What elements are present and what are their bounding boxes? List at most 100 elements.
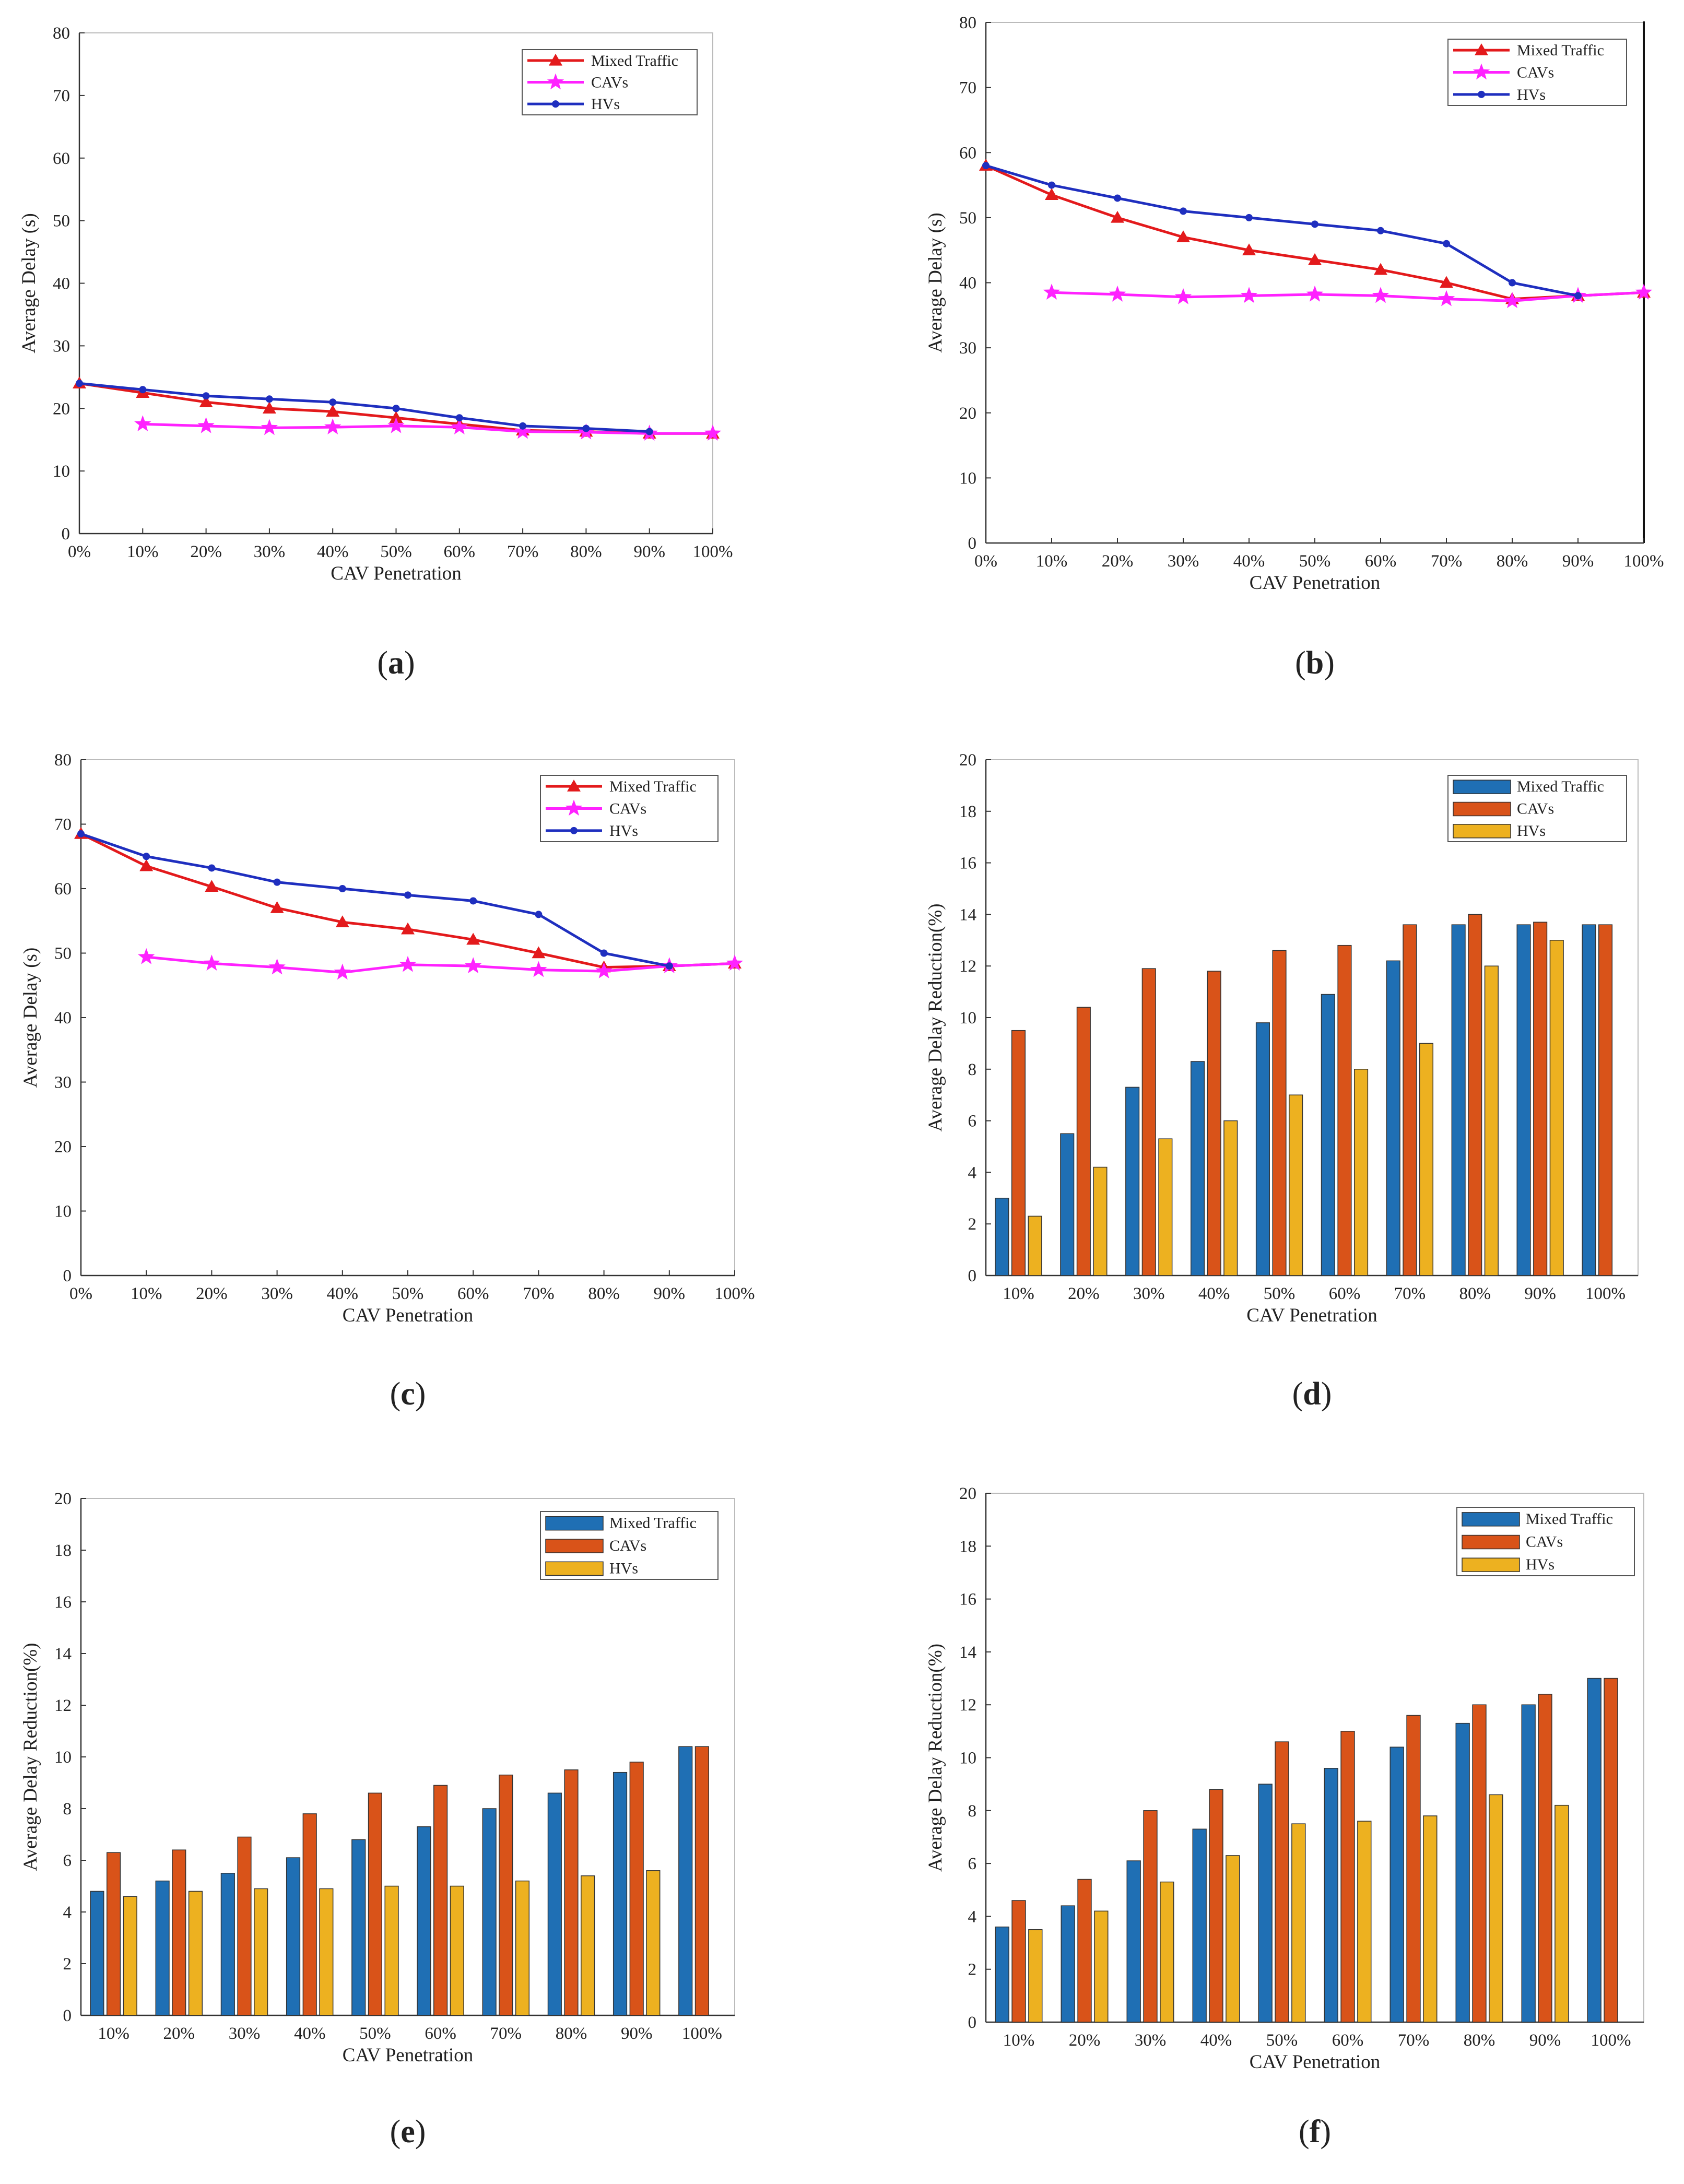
bar-cavs <box>1340 1731 1355 2023</box>
x-tick-label: 30% <box>1133 1284 1165 1303</box>
y-tick-label: 18 <box>54 1541 72 1560</box>
y-tick-label: 4 <box>968 1907 977 1926</box>
legend-swatch-hvs <box>1453 824 1511 839</box>
bar-hvs <box>1354 1069 1369 1276</box>
x-tick-label: 30% <box>229 2024 261 2043</box>
y-axis-label: Average Delay (s) <box>20 948 41 1088</box>
bar-cavs <box>629 1762 644 2016</box>
legend-label-cavs: CAVs <box>1517 64 1554 81</box>
legend-marker-cavs <box>565 799 583 816</box>
x-tick-label: 90% <box>1524 1284 1556 1303</box>
x-tick-label: 90% <box>1529 2031 1561 2050</box>
point-hvs <box>329 398 337 406</box>
y-tick-label: 8 <box>968 1060 977 1079</box>
x-tick-label: 60% <box>425 2024 456 2043</box>
x-axis-label: CAV Penetration <box>343 2045 473 2066</box>
x-tick-label: 20% <box>163 2024 195 2043</box>
bar-cavs <box>1538 1694 1552 2023</box>
legend-swatch-mixed-traffic <box>1453 780 1511 794</box>
y-tick-label: 2 <box>968 1215 977 1234</box>
chart-e: 0 2 4 6 8 10 12 14 16 18 20 10% 20% 30% 40% 50% 60% 70% 80… <box>20 1490 735 2150</box>
x-tick-label: 60% <box>1365 552 1397 571</box>
panel-label: (b) <box>1295 645 1335 681</box>
point-mixed-traffic <box>532 946 546 959</box>
x-tick-label: 80% <box>588 1284 620 1303</box>
legend-label-cavs: CAVs <box>591 74 628 91</box>
legend-label-hvs: HVs <box>591 96 620 113</box>
y-tick-label: 20 <box>54 1138 72 1156</box>
point-cavs <box>1635 284 1653 300</box>
point-hvs <box>392 405 400 412</box>
bar-hvs <box>1484 965 1499 1276</box>
point-cavs <box>334 963 351 980</box>
bar-mixed-traffic <box>547 1792 562 2016</box>
x-axis-label: CAV Penetration <box>343 1305 473 1326</box>
y-tick-label: 2 <box>968 1961 977 1979</box>
bar-cavs <box>1143 1810 1158 2023</box>
point-mixed-traffic <box>1111 210 1124 223</box>
point-hvs <box>76 380 83 387</box>
bar-hvs <box>1291 1823 1306 2023</box>
legend-swatch-mixed-traffic <box>545 1516 604 1531</box>
x-tick-label: 40% <box>1198 1284 1230 1303</box>
point-cavs <box>1240 287 1258 303</box>
point-hvs <box>273 878 281 886</box>
point-cavs <box>261 419 278 435</box>
y-tick-label: 10 <box>959 1749 976 1768</box>
y-tick-label: 2 <box>63 1955 72 1974</box>
x-tick-label: 100% <box>715 1284 755 1303</box>
x-tick-label: 70% <box>1394 1284 1426 1303</box>
y-tick-label: 8 <box>63 1800 72 1819</box>
series-line-cavs <box>146 955 735 974</box>
bar-hvs <box>515 1880 530 2016</box>
x-tick-label: 40% <box>1200 2031 1232 2050</box>
bar-mixed-traffic <box>90 1891 104 2016</box>
bar-hvs <box>1028 1215 1042 1276</box>
point-hvs <box>600 949 608 957</box>
point-cavs <box>138 948 155 964</box>
y-tick-label: 0 <box>968 534 977 553</box>
x-tick-label: 40% <box>294 2024 326 2043</box>
x-tick-label: 50% <box>392 1284 424 1303</box>
bar-cavs <box>1468 914 1482 1276</box>
bar-mixed-traffic <box>220 1873 235 2016</box>
bar-hvs <box>1226 1855 1240 2023</box>
bar-mixed-traffic <box>1516 924 1531 1276</box>
y-tick-label: 14 <box>959 905 976 924</box>
bar-mixed-traffic <box>1258 1784 1273 2023</box>
x-tick-label: 0% <box>68 542 91 561</box>
point-cavs <box>1109 285 1126 302</box>
x-tick-label: 50% <box>359 2024 391 2043</box>
y-tick-label: 8 <box>968 1802 977 1821</box>
y-tick-label: 6 <box>968 1855 977 1873</box>
y-tick-label: 30 <box>54 1073 72 1092</box>
y-tick-label: 16 <box>959 854 976 873</box>
bar-hvs <box>1093 1166 1108 1276</box>
y-tick-label: 14 <box>959 1643 976 1662</box>
bar-hvs <box>384 1885 399 2016</box>
y-tick-label: 50 <box>54 945 72 963</box>
point-cavs <box>1503 292 1521 309</box>
legend-label-cavs: CAVs <box>609 800 646 818</box>
bar-cavs <box>1337 945 1352 1276</box>
point-hvs <box>1114 194 1121 202</box>
bar-mixed-traffic <box>1255 1022 1270 1276</box>
y-tick-label: 20 <box>959 1484 976 1503</box>
x-tick-label: 90% <box>633 542 665 561</box>
point-hvs <box>982 162 990 170</box>
legend-marker-cavs <box>1473 63 1490 80</box>
bar-hvs <box>1357 1821 1372 2023</box>
y-tick-label: 50 <box>53 212 70 231</box>
legend-label-hvs: HVs <box>609 822 638 840</box>
point-cavs <box>704 424 722 441</box>
point-hvs <box>1443 240 1450 247</box>
point-cavs <box>1372 287 1389 303</box>
x-tick-label: 0% <box>69 1284 92 1303</box>
point-cavs <box>387 417 405 433</box>
bar-mixed-traffic <box>482 1808 497 2016</box>
x-tick-label: 10% <box>1003 2031 1035 2050</box>
y-axis-label: Average Delay (s) <box>18 213 40 353</box>
bar-cavs <box>1011 1900 1026 2023</box>
y-tick-label: 16 <box>54 1593 72 1612</box>
y-tick-label: 10 <box>959 1009 976 1028</box>
